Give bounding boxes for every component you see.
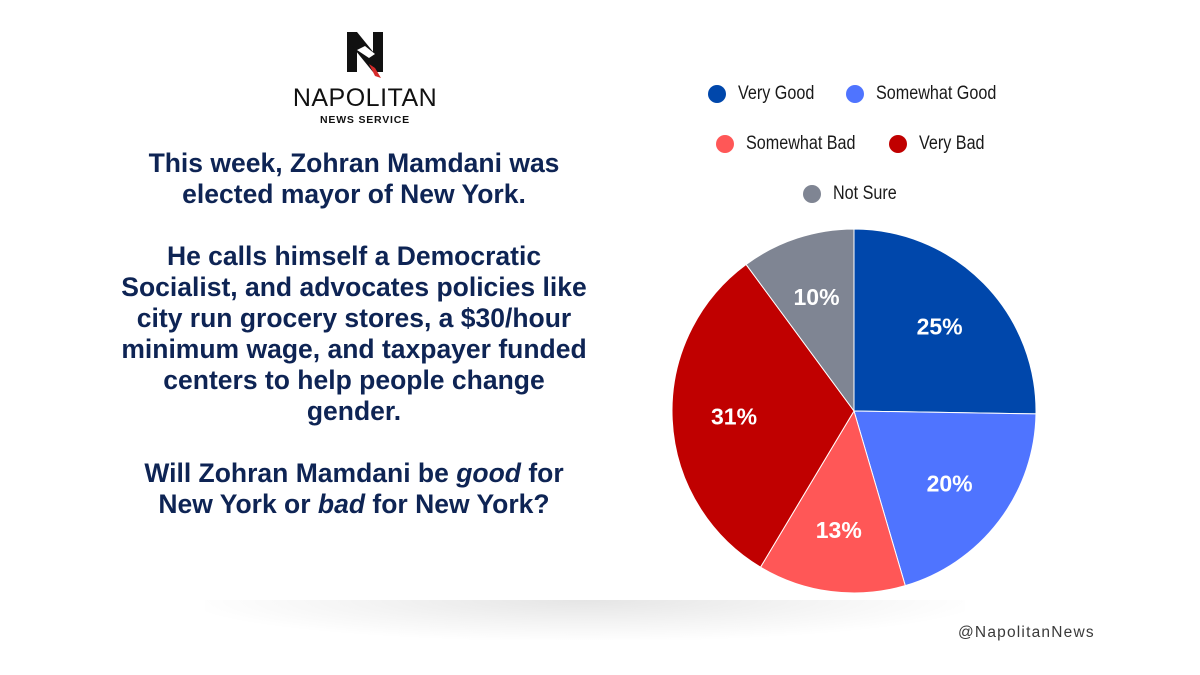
pie-slice-label: 13%	[816, 517, 862, 543]
card-shadow	[205, 600, 965, 640]
pie-slice-not-sure	[745, 228, 855, 413]
question-good-word: good	[456, 458, 521, 488]
legend-swatch	[708, 85, 726, 103]
legend-swatch	[716, 135, 734, 153]
legend-label: Not Sure	[833, 183, 897, 204]
question-prompt-part: for New York?	[365, 489, 550, 519]
legend-item-very-good: Very Good	[708, 83, 828, 105]
question-intro: This week, Zohran Mamdani was elected ma…	[148, 148, 560, 209]
question-text: This week, Zohran Mamdani was elected ma…	[115, 148, 593, 520]
legend-swatch	[803, 185, 821, 203]
pie-slice-label: 10%	[793, 284, 839, 310]
brand-logo: NAPOLITAN NEWS SERVICE	[285, 28, 445, 128]
legend-swatch	[889, 135, 907, 153]
legend-label: Somewhat Bad	[746, 133, 856, 154]
legend-item-somewhat-good: Somewhat Good	[846, 83, 1018, 105]
legend-item-somewhat-bad: Somewhat Bad	[716, 133, 875, 155]
pie-slice-label: 20%	[927, 471, 973, 497]
brand-subtitle: NEWS SERVICE	[320, 114, 410, 126]
pie-slice-very-good	[853, 228, 1037, 415]
question-prompt-part: for New York or	[158, 458, 564, 519]
question-prompt: Will Zohran Mamdani be good for New York…	[115, 458, 593, 520]
pie-slice-somewhat-good	[853, 410, 1037, 587]
pie-slice-label: 25%	[917, 314, 963, 340]
pie-slice-somewhat-bad	[759, 409, 906, 594]
legend-swatch	[846, 85, 864, 103]
legend-item-not-sure: Not Sure	[803, 183, 908, 205]
pie-slice-label: 31%	[711, 404, 757, 430]
legend-label: Very Good	[738, 83, 815, 104]
question-prompt-part: Will Zohran Mamdani be	[144, 458, 457, 488]
brand-name: NAPOLITAN	[292, 84, 438, 112]
question-bad-word: bad	[317, 489, 366, 519]
napolitan-logo-icon	[347, 32, 383, 78]
legend-item-very-bad: Very Bad	[889, 133, 996, 155]
pie-slice-very-bad	[671, 263, 855, 568]
question-context: He calls himself a Democratic Socialist,…	[121, 241, 587, 426]
legend-label: Very Bad	[919, 133, 985, 154]
legend-label: Somewhat Good	[876, 83, 997, 104]
social-handle: @NapolitanNews	[958, 624, 1095, 641]
